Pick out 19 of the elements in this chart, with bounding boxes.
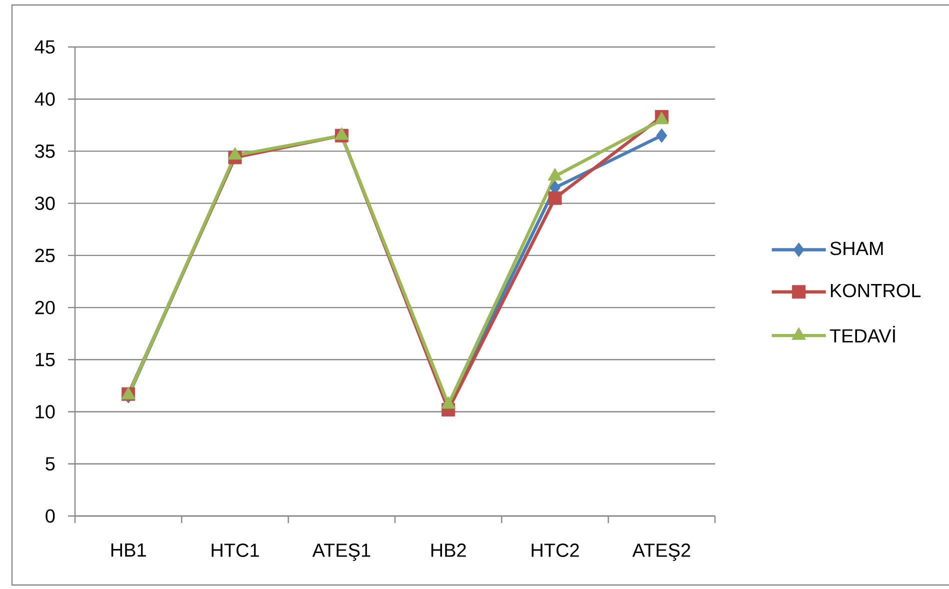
- y-tick-label: 40: [34, 92, 55, 106]
- x-tick-label: HB1: [111, 544, 146, 557]
- y-tick-label: 15: [36, 353, 55, 366]
- legend-label: KONTROL: [830, 284, 921, 298]
- x-tick-label: ATEŞ1: [312, 544, 370, 561]
- y-tick-label: 10: [36, 405, 55, 418]
- x-tick-label: HB2: [431, 544, 466, 557]
- x-tick-label: HTC2: [532, 544, 579, 557]
- y-tick-label: 25: [35, 248, 55, 262]
- y-tick-label: 20: [35, 300, 55, 314]
- x-tick-label: ATEŞ2: [632, 544, 690, 561]
- x-tick-label: HTC1: [212, 544, 259, 557]
- y-tick-label: 5: [46, 457, 55, 471]
- y-tick-label: 30: [35, 196, 55, 210]
- legend-label: TEDAVİ: [830, 326, 895, 342]
- y-tick-label: 35: [35, 144, 55, 158]
- y-tick-label: 45: [34, 40, 55, 54]
- legend-label: SHAM: [830, 242, 883, 256]
- y-tick-label: 0: [46, 509, 55, 523]
